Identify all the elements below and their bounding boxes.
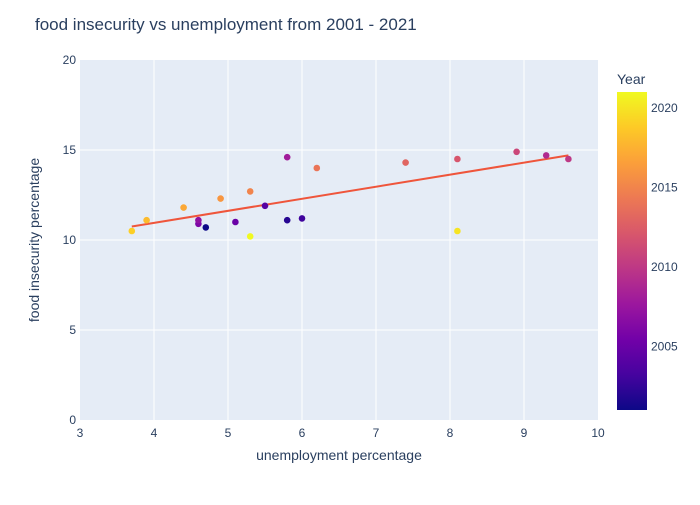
trendline bbox=[131, 154, 569, 228]
grid-lines bbox=[80, 60, 598, 420]
data-point bbox=[217, 195, 224, 202]
data-point bbox=[402, 159, 409, 166]
y-tick-label: 15 bbox=[63, 143, 77, 157]
colorbar-tick-label: 2020 bbox=[651, 101, 678, 115]
x-tick-label: 5 bbox=[225, 426, 232, 440]
data-point bbox=[195, 216, 202, 224]
x-tick-label: 8 bbox=[447, 426, 454, 440]
data-point bbox=[565, 155, 572, 163]
data-point bbox=[298, 215, 306, 222]
colorbar-tick-label: 2015 bbox=[651, 180, 678, 194]
data-point bbox=[542, 152, 550, 159]
data-point bbox=[232, 218, 239, 226]
data-point bbox=[283, 153, 291, 161]
y-tick-label: 10 bbox=[63, 233, 77, 247]
colorbar-tick-label: 2010 bbox=[651, 260, 678, 274]
x-tick-label: 10 bbox=[591, 426, 605, 440]
data-point bbox=[454, 227, 461, 235]
data-point bbox=[202, 224, 210, 231]
y-tick-label: 5 bbox=[69, 323, 76, 337]
colorbar-ticks: 2005 2010 2015 2020 bbox=[651, 101, 678, 353]
x-axis-label: unemployment percentage bbox=[256, 447, 422, 463]
x-tick-label: 7 bbox=[373, 426, 380, 440]
x-tick-label: 3 bbox=[77, 426, 84, 440]
colorbar-tick-label: 2005 bbox=[651, 339, 678, 353]
y-tick-label: 20 bbox=[63, 53, 77, 67]
x-tick-label: 4 bbox=[151, 426, 158, 440]
data-point bbox=[180, 204, 187, 211]
data-point bbox=[454, 155, 461, 163]
data-point bbox=[313, 164, 321, 172]
trendline-layer bbox=[131, 154, 569, 228]
data-point bbox=[513, 148, 520, 156]
axis-ticks: 3 4 5 6 7 8 9 10 0 5 10 15 20 bbox=[63, 53, 605, 440]
data-point bbox=[261, 202, 269, 210]
x-tick-label: 9 bbox=[521, 426, 528, 440]
y-tick-label: 0 bbox=[69, 413, 76, 427]
y-axis-label: food insecurity percentage bbox=[26, 158, 42, 322]
chart-title: food insecurity vs unemployment from 200… bbox=[35, 15, 417, 34]
data-point bbox=[246, 233, 254, 240]
data-point bbox=[246, 188, 254, 195]
colorbar bbox=[617, 92, 647, 410]
data-point bbox=[143, 216, 150, 224]
colorbar-title: Year bbox=[617, 71, 646, 87]
x-tick-label: 6 bbox=[299, 426, 306, 440]
data-point bbox=[128, 227, 136, 235]
data-point bbox=[283, 216, 291, 224]
data-points bbox=[128, 148, 572, 240]
